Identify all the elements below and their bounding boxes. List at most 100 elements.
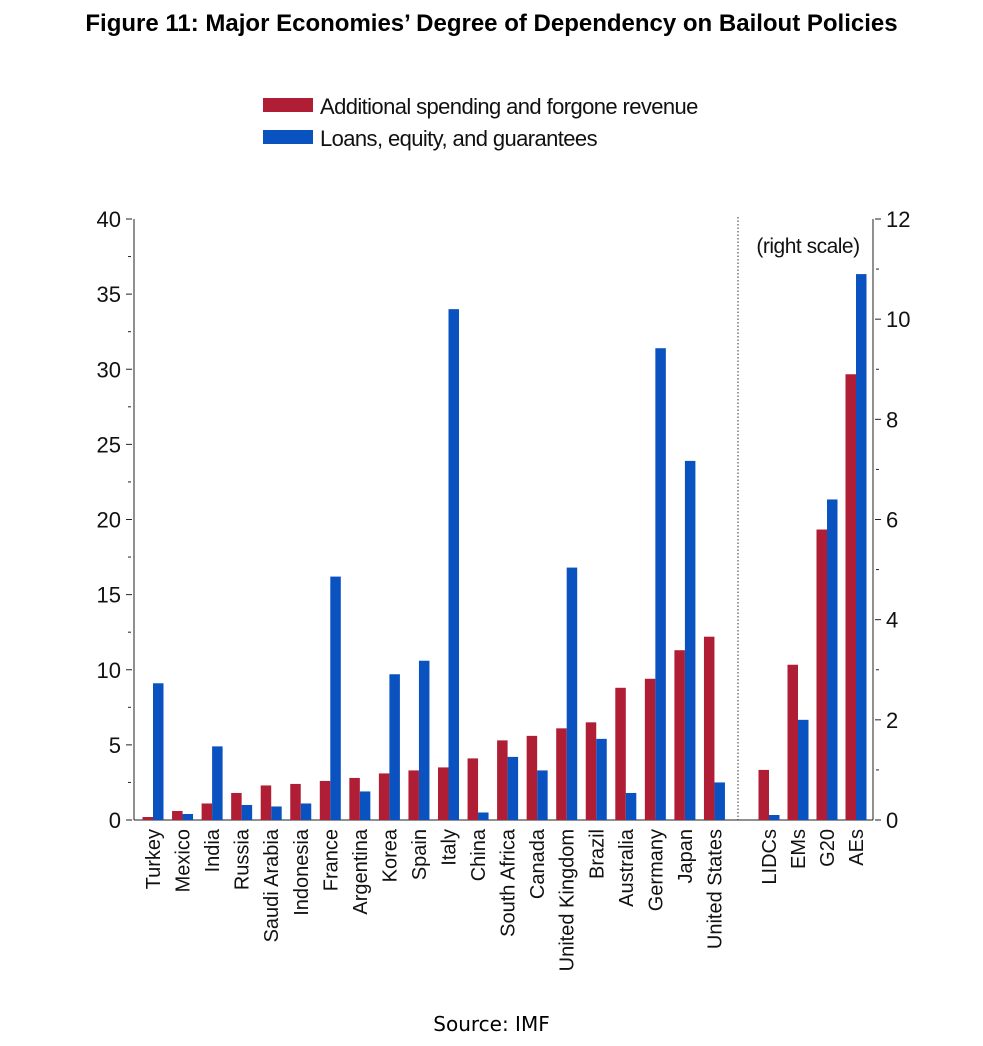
right-tick-label: 4: [886, 608, 898, 633]
category-label: United Kingdom: [557, 829, 579, 971]
category-label: Germany: [645, 829, 667, 911]
category-label: Mexico: [173, 829, 195, 892]
bar-loans-russia: [241, 804, 253, 820]
bar-spending-mexico: [172, 810, 183, 820]
left-tick-label: 5: [109, 733, 121, 758]
bar-loans-brazil: [596, 738, 607, 820]
bar-spending-canada: [526, 735, 538, 820]
category-label: Korea: [379, 828, 401, 882]
bar-spending-saudi-arabia: [260, 785, 272, 820]
bar-loans-g20: [827, 499, 838, 820]
bar-loans-korea: [389, 674, 400, 820]
legend-label-loans: Loans, equity, and guarantees: [320, 126, 598, 151]
bar-spending-g20: [816, 529, 827, 820]
bar-spending-italy: [438, 767, 449, 820]
category-label: Indonesia: [291, 828, 313, 916]
bar-spending-lidcs: [758, 769, 769, 820]
category-label: France: [320, 829, 342, 891]
left-tick-label: 0: [109, 808, 121, 833]
legend-label-spending: Additional spending and forgone revenue: [320, 94, 698, 119]
right-axis-ticks: 0 2 4 6 8 10 12: [875, 207, 910, 833]
left-tick-label: 40: [97, 207, 121, 232]
right-tick-label: 6: [886, 508, 898, 533]
bar-spending-south-africa: [497, 740, 508, 820]
bar-spending-china: [467, 758, 479, 820]
category-label: Brazil: [586, 829, 608, 879]
bar-spending-argentina: [349, 777, 360, 820]
category-label: AEs: [846, 829, 868, 866]
bar-loans-saudi-arabia: [271, 806, 282, 820]
bar-loans-south-africa: [507, 756, 519, 820]
bar-loans-france: [330, 576, 341, 820]
category-label: Canada: [527, 828, 549, 899]
category-label: Spain: [409, 829, 431, 880]
bar-spending-spain: [408, 770, 419, 820]
left-tick-label: 25: [97, 432, 121, 457]
bar-spending-united-states: [703, 636, 715, 820]
category-label: Turkey: [143, 829, 165, 889]
right-tick-label: 10: [886, 307, 910, 332]
right-tick-label: 2: [886, 708, 898, 733]
bar-spending-ems: [787, 664, 798, 820]
category-label: G20: [817, 829, 839, 867]
bar-loans-canada: [537, 770, 548, 820]
right-scale-note: (right scale): [756, 235, 859, 258]
category-label: India: [202, 828, 224, 872]
legend-swatch-spending: [263, 98, 313, 112]
right-tick-label: 0: [886, 808, 898, 833]
category-label: China: [468, 828, 490, 881]
bars: [142, 274, 867, 820]
bar-loans-italy: [448, 309, 459, 820]
bar-loans-lidcs: [769, 814, 780, 820]
bar-loans-united-kingdom: [566, 567, 578, 820]
left-tick-label: 10: [97, 658, 121, 683]
bar-loans-mexico: [182, 813, 194, 820]
bar-loans-indonesia: [300, 803, 312, 820]
category-label: EMs: [788, 829, 810, 869]
source-note: Source: IMF: [433, 1012, 550, 1036]
right-tick-label: 8: [886, 407, 898, 432]
figure-title: Figure 11: Major Economies’ Degree of De…: [85, 10, 898, 37]
left-axis-ticks: 0 5 10 15 20 25 30 35 40: [97, 207, 132, 833]
bar-loans-spain: [418, 660, 430, 820]
legend: Additional spending and forgone revenue …: [263, 94, 699, 151]
category-label: Russia: [232, 828, 254, 890]
bar-spending-indonesia: [290, 783, 301, 820]
bar-spending-turkey: [142, 816, 153, 820]
category-label: Saudi Arabia: [261, 828, 283, 942]
bar-spending-united-kingdom: [556, 728, 567, 820]
bar-spending-aes: [845, 374, 856, 820]
left-tick-label: 30: [97, 357, 121, 382]
left-tick-label: 15: [97, 583, 121, 608]
right-tick-label: 12: [886, 207, 910, 232]
category-label: South Africa: [498, 828, 520, 937]
bar-spending-japan: [674, 650, 685, 820]
category-label: LIDCs: [759, 829, 781, 885]
bar-spending-germany: [644, 678, 656, 820]
bar-loans-united-states: [714, 782, 725, 820]
bar-loans-argentina: [359, 791, 371, 820]
category-label: Australia: [616, 828, 638, 907]
bar-spending-france: [319, 780, 331, 820]
bar-loans-aes: [856, 274, 867, 820]
bar-loans-germany: [655, 348, 666, 820]
bar-spending-korea: [378, 773, 390, 820]
category-label: Italy: [439, 829, 461, 866]
bar-spending-russia: [231, 792, 242, 820]
bar-spending-india: [201, 803, 213, 820]
bar-loans-ems: [798, 719, 809, 820]
bar-loans-china: [478, 812, 489, 820]
legend-swatch-loans: [263, 130, 313, 144]
bar-loans-japan: [684, 460, 696, 820]
bar-loans-australia: [625, 792, 637, 820]
bar-loans-india: [212, 746, 223, 820]
bar-loans-turkey: [153, 683, 164, 820]
left-tick-label: 20: [97, 508, 121, 533]
category-labels: Turkey Mexico India Russia Saudi Arabia Indon…: [143, 828, 868, 971]
bar-spending-australia: [615, 687, 626, 820]
bar-spending-brazil: [585, 722, 597, 820]
category-label: United States: [704, 829, 726, 949]
category-label: Argentina: [350, 828, 372, 914]
category-label: Japan: [675, 829, 697, 884]
